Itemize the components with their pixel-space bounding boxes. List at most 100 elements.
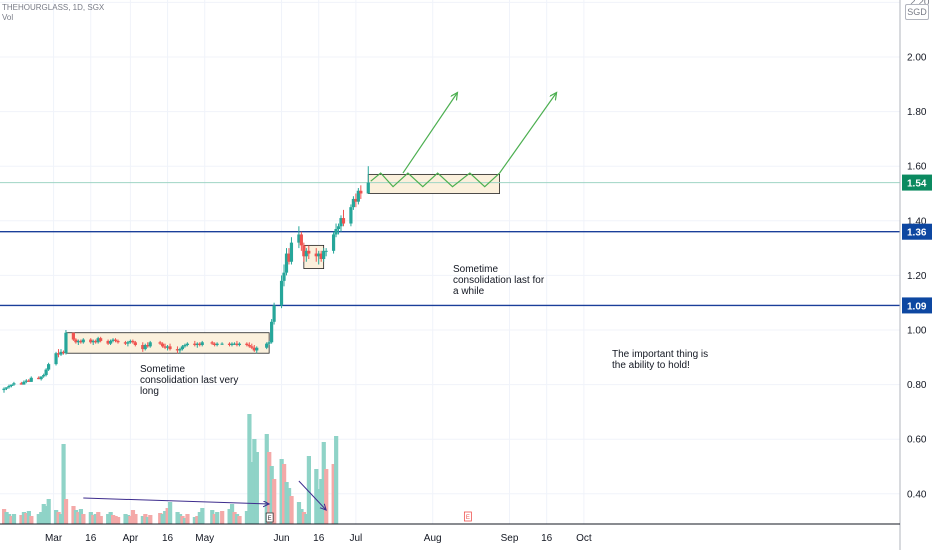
candle-body xyxy=(19,383,23,385)
volume-bar xyxy=(324,469,329,524)
annotation-text-line[interactable]: Sometime xyxy=(140,364,185,375)
consolidation-box[interactable] xyxy=(367,173,500,194)
candle-body xyxy=(267,342,271,344)
candle-body xyxy=(163,346,167,348)
volume-bar xyxy=(195,516,200,524)
volume-bar xyxy=(180,516,185,524)
volume-bar xyxy=(296,502,302,524)
volume-bar xyxy=(210,510,215,524)
candle-body xyxy=(61,351,66,354)
candle-body xyxy=(247,345,251,347)
time-tick-label: Jul xyxy=(349,533,362,544)
candle-body xyxy=(59,351,63,355)
candle-body xyxy=(160,343,165,347)
candle-body xyxy=(279,280,284,306)
volume-bar xyxy=(41,504,46,524)
annotation-text-line[interactable]: consolidation last for xyxy=(453,275,545,286)
volume-bar xyxy=(229,504,235,524)
price-badge[interactable] xyxy=(902,223,932,240)
annotation-text-line[interactable]: consolidation last very xyxy=(140,375,238,386)
candle-body xyxy=(331,234,336,251)
volume-bar xyxy=(197,512,202,524)
candle-body xyxy=(131,340,135,343)
volume-bar xyxy=(272,479,277,524)
volume-bar xyxy=(244,511,250,524)
volume-bar xyxy=(304,514,309,524)
volume-bar xyxy=(71,506,76,524)
volume-bar xyxy=(299,509,304,524)
candle-body xyxy=(289,242,294,262)
volume-trend-arrow-1[interactable] xyxy=(83,497,269,504)
candle-body xyxy=(27,380,31,382)
candle-body xyxy=(282,272,286,281)
volume-bar xyxy=(2,509,7,524)
symbol-line: THEHOURGLASS, 1D, SGX xyxy=(2,3,105,12)
volume-bar xyxy=(56,512,61,524)
candle-body xyxy=(42,375,46,377)
volume-trend-arrow-2[interactable] xyxy=(298,480,326,510)
horizontal-levels xyxy=(0,182,900,307)
volume-bar xyxy=(125,515,131,524)
time-tick-label: 16 xyxy=(313,533,325,544)
volume-bar xyxy=(227,509,232,524)
event-marker[interactable] xyxy=(463,511,472,522)
price-badge[interactable] xyxy=(902,174,932,191)
candle-body xyxy=(324,250,328,252)
volume-bar xyxy=(73,510,79,524)
annotation-text-line[interactable]: Sometime xyxy=(453,264,498,275)
currency-unit-badge[interactable]: SGD xyxy=(905,4,929,20)
event-marker-label: E xyxy=(466,515,470,521)
annotation-text-line[interactable]: long xyxy=(140,386,159,397)
candle-body xyxy=(71,332,75,340)
candle-body xyxy=(91,340,95,343)
volume-bar xyxy=(301,512,307,524)
time-tick-label: 16 xyxy=(162,533,174,544)
projection-zigzag[interactable] xyxy=(370,172,501,188)
candle-body xyxy=(158,342,162,344)
candle-body xyxy=(356,190,360,202)
price-badge-label: 1.09 xyxy=(907,301,927,312)
candle-body xyxy=(116,340,120,343)
volume-bar xyxy=(123,514,128,524)
chart-legend: THEHOURGLASS, 1D, SGX Vol xyxy=(2,3,104,23)
candle-body xyxy=(334,228,338,235)
volume-bar xyxy=(319,479,324,524)
volume-bar xyxy=(140,516,145,524)
candle-body xyxy=(81,339,85,343)
price-badge-label: 1.36 xyxy=(907,228,927,239)
volume-bar xyxy=(76,512,81,524)
volume-bar xyxy=(26,511,31,524)
annotation-text-line[interactable]: the ability to hold! xyxy=(612,360,690,371)
projection-arrow-1[interactable] xyxy=(402,92,458,174)
consolidation-boxes xyxy=(65,173,500,354)
projection-arrow-2[interactable] xyxy=(499,92,557,174)
candle-body xyxy=(339,218,343,227)
time-tick-label: Aug xyxy=(424,533,442,544)
price-tick-label: 1.60 xyxy=(907,162,927,173)
volume-bar xyxy=(247,414,252,524)
candle-body xyxy=(146,345,150,347)
annotation-text-line[interactable]: The important thing is xyxy=(612,349,708,360)
price-tick-label: 1.20 xyxy=(907,271,927,282)
annotation-text-line[interactable]: a while xyxy=(453,286,485,297)
volume-bars xyxy=(2,414,339,524)
candle-body xyxy=(200,342,204,346)
candle-body xyxy=(2,388,6,391)
volume-bar xyxy=(168,502,173,524)
volume-bar xyxy=(111,515,116,524)
volume-bar xyxy=(215,512,220,524)
volume-bar xyxy=(185,514,190,524)
candle-body xyxy=(54,353,58,365)
candle-body xyxy=(359,190,363,194)
volume-bar xyxy=(158,513,163,524)
candle-body xyxy=(299,234,303,246)
price-badge[interactable] xyxy=(902,297,932,314)
event-marker[interactable] xyxy=(265,512,274,523)
candle-body xyxy=(252,347,256,351)
candle-body xyxy=(336,226,341,229)
volume-bar xyxy=(284,482,289,524)
volume-bar xyxy=(39,512,44,524)
candle-body xyxy=(141,345,145,350)
